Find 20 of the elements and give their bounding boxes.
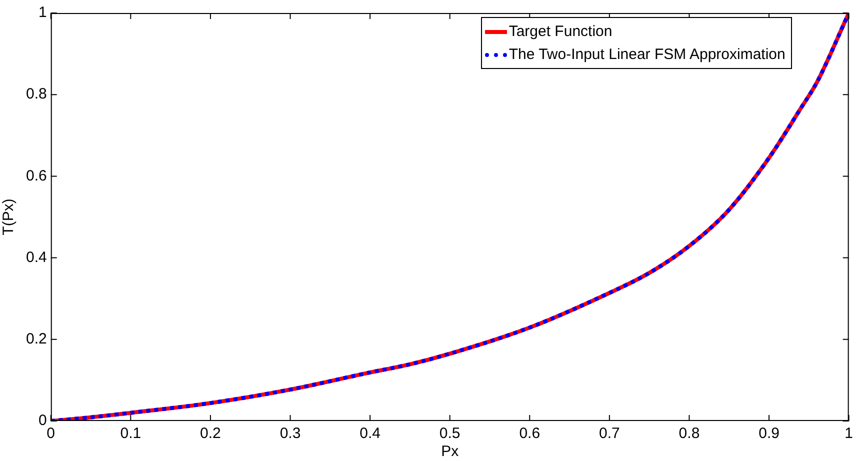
y-tick-label: 1 — [38, 4, 47, 22]
y-tick-label: 0.8 — [26, 86, 47, 103]
y-tick-label: 0.6 — [26, 167, 47, 184]
y-axis-title: T(Px) — [0, 198, 18, 236]
x-tick-label: 0.2 — [200, 425, 221, 442]
x-tick-label: 0.4 — [360, 425, 380, 442]
x-tick-label: 0.3 — [280, 425, 301, 442]
x-tick-label: 0.8 — [678, 425, 700, 442]
x-axis-title: Px — [441, 443, 460, 460]
y-tick-label: 0 — [38, 412, 47, 430]
legend-label: Target Function — [508, 22, 612, 42]
x-tick-label: 1 — [844, 425, 853, 442]
x-tick-label: 0.5 — [439, 425, 460, 442]
legend-label: The Two-Input Linear FSM Approximation — [508, 45, 786, 65]
x-tick-label: 0.9 — [758, 425, 780, 442]
x-tick-label: 0.7 — [599, 425, 620, 442]
x-tick-label: 0.1 — [120, 425, 142, 442]
y-tick-label: 0.2 — [26, 330, 47, 348]
x-tick-label: 0.6 — [519, 425, 540, 442]
y-tick-label: 0.4 — [26, 248, 47, 266]
